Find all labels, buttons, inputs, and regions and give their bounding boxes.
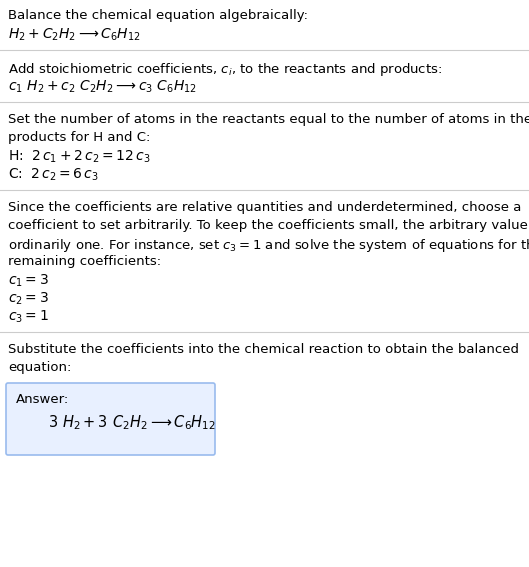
Text: $c_1\ H_2 + c_2\ C_2H_2 \longrightarrow c_3\ C_6H_{12}$: $c_1\ H_2 + c_2\ C_2H_2 \longrightarrow … [8,79,197,95]
Text: Substitute the coefficients into the chemical reaction to obtain the balanced: Substitute the coefficients into the che… [8,343,519,356]
Text: $H_2 + C_2H_2 \longrightarrow C_6H_{12}$: $H_2 + C_2H_2 \longrightarrow C_6H_{12}$ [8,27,141,44]
Text: equation:: equation: [8,361,71,374]
Text: H: $\;2\,c_1 + 2\,c_2 = 12\,c_3$: H: $\;2\,c_1 + 2\,c_2 = 12\,c_3$ [8,149,151,166]
Text: products for H and C:: products for H and C: [8,131,150,144]
Text: remaining coefficients:: remaining coefficients: [8,255,161,268]
Text: Set the number of atoms in the reactants equal to the number of atoms in the: Set the number of atoms in the reactants… [8,113,529,126]
Text: ordinarily one. For instance, set $c_3 = 1$ and solve the system of equations fo: ordinarily one. For instance, set $c_3 =… [8,237,529,254]
Text: Add stoichiometric coefficients, $c_i$, to the reactants and products:: Add stoichiometric coefficients, $c_i$, … [8,61,442,78]
Text: $c_1 = 3$: $c_1 = 3$ [8,273,49,289]
Text: $c_2 = 3$: $c_2 = 3$ [8,291,49,307]
Text: $c_3 = 1$: $c_3 = 1$ [8,309,49,325]
Text: Answer:: Answer: [16,393,69,406]
Text: $3\ H_2 + 3\ C_2H_2 \longrightarrow C_6H_{12}$: $3\ H_2 + 3\ C_2H_2 \longrightarrow C_6H… [48,413,216,431]
Text: coefficient to set arbitrarily. To keep the coefficients small, the arbitrary va: coefficient to set arbitrarily. To keep … [8,219,529,232]
Text: Since the coefficients are relative quantities and underdetermined, choose a: Since the coefficients are relative quan… [8,201,522,214]
Text: C: $\;2\,c_2 = 6\,c_3$: C: $\;2\,c_2 = 6\,c_3$ [8,167,99,183]
Text: Balance the chemical equation algebraically:: Balance the chemical equation algebraica… [8,9,308,22]
FancyBboxPatch shape [6,383,215,455]
